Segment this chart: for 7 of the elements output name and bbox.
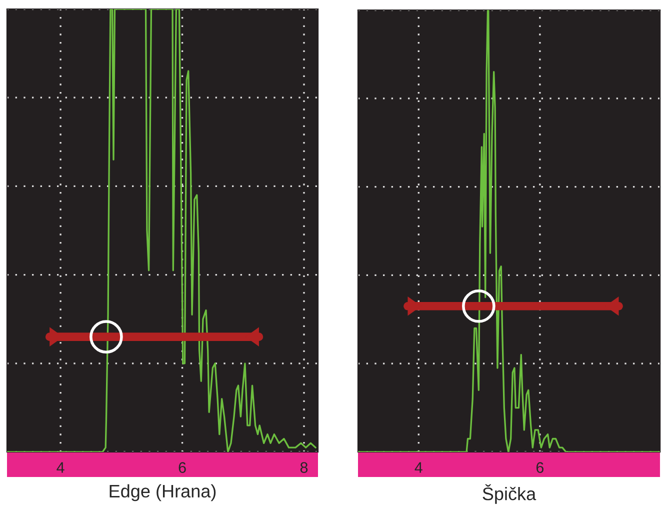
x-tick-label: 8	[300, 462, 308, 473]
x-tick-label: 4	[414, 462, 422, 473]
x-axis-title: Špička	[482, 484, 536, 504]
x-axis-title: Edge (Hrana)	[110, 484, 216, 502]
x-tick-label: 6	[178, 462, 186, 473]
x-tick-label: 4	[56, 462, 64, 473]
x-tick-label: 6	[536, 462, 544, 473]
